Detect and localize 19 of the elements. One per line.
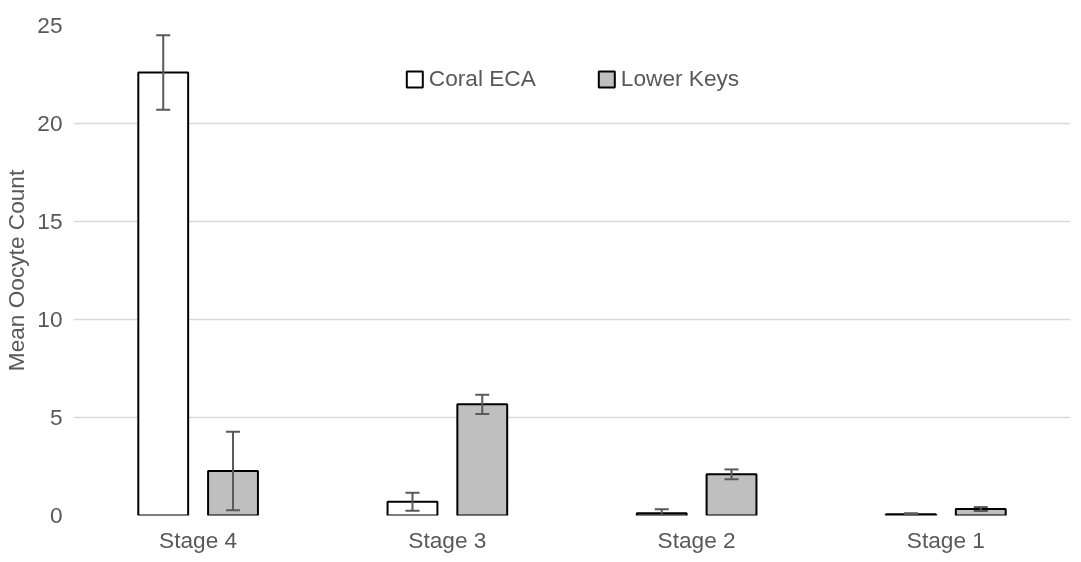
y-tick-label: 10 bbox=[37, 306, 63, 332]
y-tick-label: 20 bbox=[37, 110, 63, 136]
x-tick-label: Stage 1 bbox=[906, 526, 985, 553]
y-tick-label: 25 bbox=[37, 12, 63, 38]
y-tick-label: 15 bbox=[37, 208, 63, 234]
x-tick-label: Stage 3 bbox=[408, 526, 487, 553]
x-tick-label: Stage 4 bbox=[159, 526, 238, 553]
bar bbox=[207, 470, 259, 516]
legend-label: Coral ECA bbox=[428, 65, 536, 92]
bar bbox=[386, 500, 439, 516]
bar bbox=[456, 403, 509, 516]
legend-label: Lower Keys bbox=[620, 65, 740, 92]
bar bbox=[954, 508, 1007, 516]
y-tick-label: 0 bbox=[49, 502, 63, 528]
bar bbox=[137, 71, 190, 516]
y-tick-label: 5 bbox=[49, 404, 63, 430]
x-tick-label: Stage 2 bbox=[657, 526, 736, 553]
y-axis-title: Mean Oocyte Count bbox=[3, 169, 30, 372]
bar bbox=[705, 473, 758, 516]
